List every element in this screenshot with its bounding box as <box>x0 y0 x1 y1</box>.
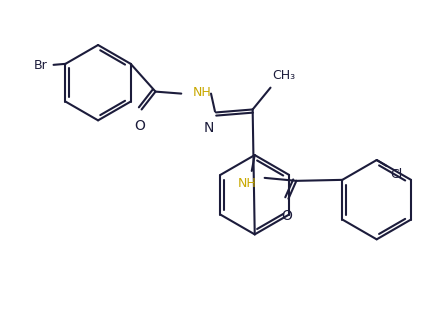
Text: NH: NH <box>193 86 212 99</box>
Text: O: O <box>134 119 145 133</box>
Text: N: N <box>204 121 214 135</box>
Text: Br: Br <box>34 59 48 72</box>
Text: CH₃: CH₃ <box>273 69 296 82</box>
Text: NH: NH <box>237 177 256 190</box>
Text: O: O <box>281 209 292 223</box>
Text: Cl: Cl <box>391 168 403 181</box>
